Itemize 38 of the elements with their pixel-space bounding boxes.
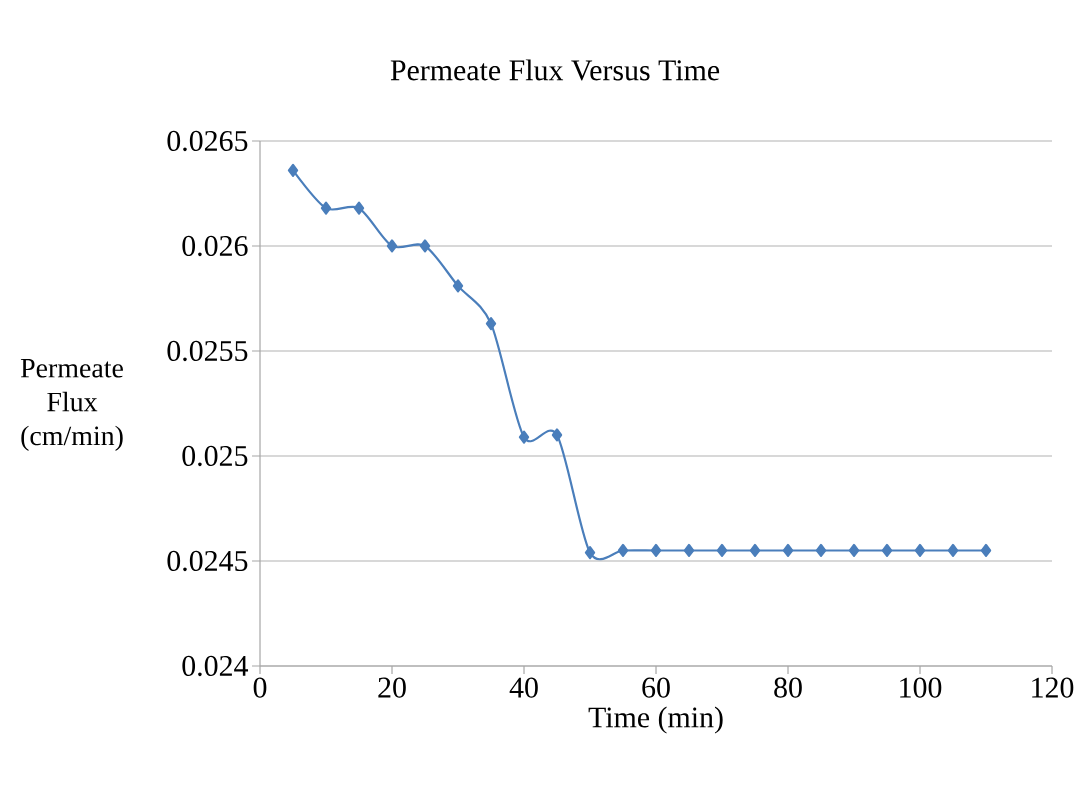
- x-tick-label: 60: [642, 677, 670, 698]
- point: [749, 543, 761, 558]
- point: [716, 543, 728, 558]
- y-tick-label: 0.0255: [167, 340, 248, 362]
- point: [782, 543, 794, 558]
- x-tick-label: 100: [900, 677, 942, 698]
- point: [881, 543, 893, 558]
- y-tick-label: 0.025: [182, 445, 248, 467]
- point: [584, 546, 596, 560]
- point: [386, 239, 398, 253]
- point: [848, 543, 860, 558]
- y-tick-label: 0.024: [182, 655, 249, 677]
- point: [617, 543, 629, 558]
- point: [551, 428, 563, 442]
- point: [914, 543, 926, 558]
- point: [947, 543, 959, 558]
- y-tick-label: 0.0265: [167, 130, 248, 152]
- point: [485, 317, 497, 331]
- y-tick-label: 0.0245: [167, 550, 248, 572]
- point: [518, 430, 530, 444]
- x-tick-label: 40: [509, 677, 538, 698]
- x-tick-label: 0: [253, 677, 267, 698]
- point: [980, 543, 992, 558]
- point: [287, 163, 299, 177]
- y-axis-title: Permeate Flux (cm/min): [20, 359, 123, 451]
- x-tick-label: 20: [378, 677, 406, 698]
- x-tick-label: 80: [774, 677, 802, 698]
- y-tick-label: 0.026: [182, 235, 248, 257]
- point: [452, 279, 464, 293]
- point: [683, 543, 695, 558]
- x-tick-label: 120: [1032, 677, 1074, 698]
- point: [815, 543, 827, 558]
- point: [353, 201, 365, 215]
- point: [650, 543, 662, 558]
- point: [320, 201, 332, 215]
- chart-title: Permeate Flux Versus Time: [390, 59, 720, 81]
- x-axis-title: Time (min): [588, 706, 723, 734]
- point: [419, 239, 431, 253]
